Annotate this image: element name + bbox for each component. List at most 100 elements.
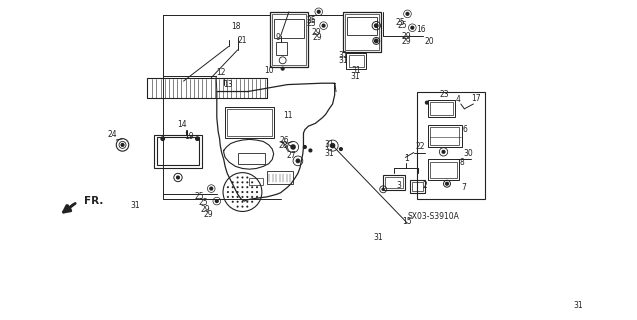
Bar — [410, 180, 426, 193]
Circle shape — [308, 148, 313, 153]
Text: SX03-S3910A: SX03-S3910A — [407, 212, 459, 221]
Circle shape — [241, 196, 243, 198]
Text: 31: 31 — [130, 201, 140, 211]
Text: 7: 7 — [461, 183, 466, 192]
Text: 13: 13 — [223, 80, 233, 89]
Text: 1: 1 — [404, 154, 408, 163]
Circle shape — [236, 176, 239, 179]
Bar — [428, 125, 462, 147]
Circle shape — [247, 205, 248, 208]
Text: 17: 17 — [471, 94, 481, 103]
Bar — [431, 127, 459, 145]
Text: 9: 9 — [275, 33, 280, 42]
Circle shape — [256, 196, 258, 198]
Circle shape — [441, 150, 446, 154]
Circle shape — [290, 144, 296, 150]
Circle shape — [120, 143, 125, 147]
Text: 25: 25 — [198, 198, 208, 207]
Text: 29: 29 — [313, 33, 322, 42]
Circle shape — [161, 136, 165, 141]
Text: 25: 25 — [396, 18, 405, 27]
Text: 14: 14 — [177, 120, 187, 129]
Text: 31: 31 — [373, 233, 383, 242]
Bar — [347, 17, 377, 36]
Bar — [227, 109, 271, 136]
Circle shape — [241, 176, 243, 179]
Bar — [428, 100, 455, 117]
Text: 3: 3 — [396, 180, 401, 190]
Text: 29: 29 — [312, 28, 322, 37]
Circle shape — [236, 181, 239, 183]
Circle shape — [247, 181, 248, 183]
Circle shape — [317, 10, 321, 14]
Text: 25: 25 — [307, 19, 317, 28]
Circle shape — [247, 201, 248, 203]
Circle shape — [241, 181, 243, 183]
Circle shape — [251, 191, 253, 193]
Circle shape — [215, 199, 219, 203]
Circle shape — [303, 145, 307, 149]
Circle shape — [247, 176, 248, 179]
Circle shape — [236, 196, 239, 198]
Text: 29: 29 — [402, 37, 412, 46]
Bar — [276, 42, 287, 55]
Text: 8: 8 — [459, 158, 464, 167]
Text: 11: 11 — [283, 111, 292, 120]
Text: 31: 31 — [350, 72, 361, 81]
Circle shape — [339, 147, 343, 151]
Circle shape — [296, 158, 301, 163]
Circle shape — [251, 196, 253, 198]
Text: 6: 6 — [462, 125, 468, 134]
Bar — [148, 78, 267, 99]
Circle shape — [445, 182, 449, 186]
Text: 27: 27 — [287, 151, 296, 160]
Text: FR.: FR. — [83, 196, 103, 206]
Text: 29: 29 — [204, 211, 213, 220]
Circle shape — [405, 12, 410, 16]
Circle shape — [232, 186, 234, 188]
Circle shape — [410, 26, 415, 30]
Circle shape — [374, 38, 378, 43]
Text: 18: 18 — [231, 22, 240, 31]
Text: 22: 22 — [416, 142, 426, 151]
Text: 2: 2 — [422, 180, 427, 190]
Text: 31: 31 — [324, 149, 334, 158]
Bar — [347, 53, 366, 69]
Bar — [428, 159, 459, 180]
Circle shape — [241, 205, 243, 208]
Text: 26: 26 — [279, 136, 289, 145]
Circle shape — [241, 186, 243, 188]
Circle shape — [195, 136, 200, 141]
Circle shape — [227, 191, 229, 193]
Text: 31: 31 — [352, 66, 361, 75]
Circle shape — [176, 175, 180, 180]
Text: 31: 31 — [338, 56, 348, 65]
Circle shape — [251, 201, 253, 203]
Bar — [348, 55, 364, 67]
Text: 12: 12 — [216, 68, 225, 76]
Bar — [157, 137, 199, 165]
Text: 15: 15 — [402, 217, 412, 226]
Bar — [225, 107, 274, 138]
Text: 31: 31 — [574, 300, 583, 309]
Bar — [267, 171, 293, 184]
Text: 29: 29 — [401, 32, 411, 41]
Circle shape — [251, 186, 253, 188]
Circle shape — [280, 67, 285, 71]
Circle shape — [382, 188, 385, 191]
Circle shape — [232, 181, 234, 183]
Circle shape — [232, 201, 234, 203]
Circle shape — [232, 196, 234, 198]
Text: 19: 19 — [184, 132, 194, 141]
Circle shape — [236, 186, 239, 188]
Text: 25: 25 — [306, 16, 316, 25]
Circle shape — [227, 196, 229, 198]
Text: 20: 20 — [425, 37, 434, 46]
Bar — [343, 12, 381, 52]
Text: 28: 28 — [278, 141, 288, 150]
Circle shape — [247, 191, 248, 193]
Circle shape — [374, 23, 378, 28]
Circle shape — [425, 100, 429, 105]
Circle shape — [251, 181, 253, 183]
Text: 10: 10 — [265, 66, 275, 75]
